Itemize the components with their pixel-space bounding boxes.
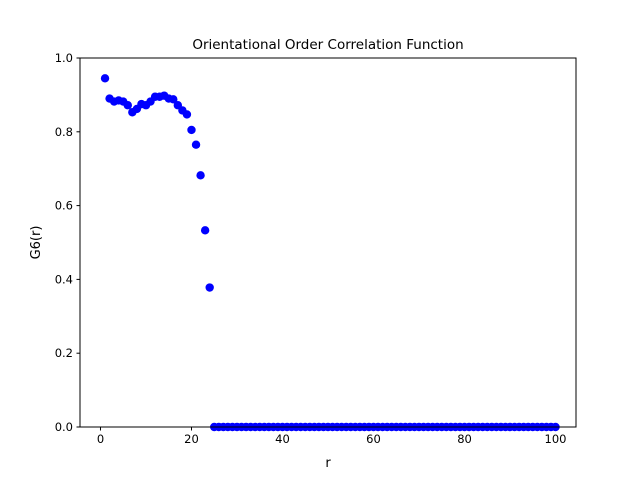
data-point (169, 95, 178, 104)
y-tick-label: 0.2 (55, 346, 73, 360)
data-point (187, 125, 196, 135)
x-tick-label: 0 (97, 432, 104, 446)
data-point (196, 171, 205, 180)
y-tick-label: 0.0 (55, 420, 73, 434)
data-point (100, 74, 110, 83)
data-point (191, 140, 201, 149)
y-tick-label: 1.0 (55, 51, 73, 65)
y-tick-label: 0.6 (55, 199, 73, 213)
data-point (123, 101, 132, 110)
y-tick-label: 0.8 (55, 125, 73, 139)
y-axis-ticks: 0.0 0.2 0.4 0.6 0.8 1.0 (55, 51, 80, 434)
x-tick-label: 60 (366, 432, 381, 446)
data-point (182, 110, 192, 119)
scatter-points (100, 74, 560, 432)
data-point (200, 226, 210, 235)
y-axis-label: G6(r) (29, 226, 44, 260)
x-tick-label: 20 (184, 432, 199, 446)
data-point (205, 283, 214, 292)
x-tick-label: 40 (275, 432, 290, 446)
x-tick-label: 80 (457, 432, 472, 446)
y-tick-label: 0.4 (55, 272, 73, 286)
plot-frame (79, 57, 577, 428)
chart-title: Orientational Order Correlation Function (192, 37, 463, 53)
x-axis-label: r (325, 456, 331, 471)
x-tick-label: 100 (545, 432, 567, 446)
